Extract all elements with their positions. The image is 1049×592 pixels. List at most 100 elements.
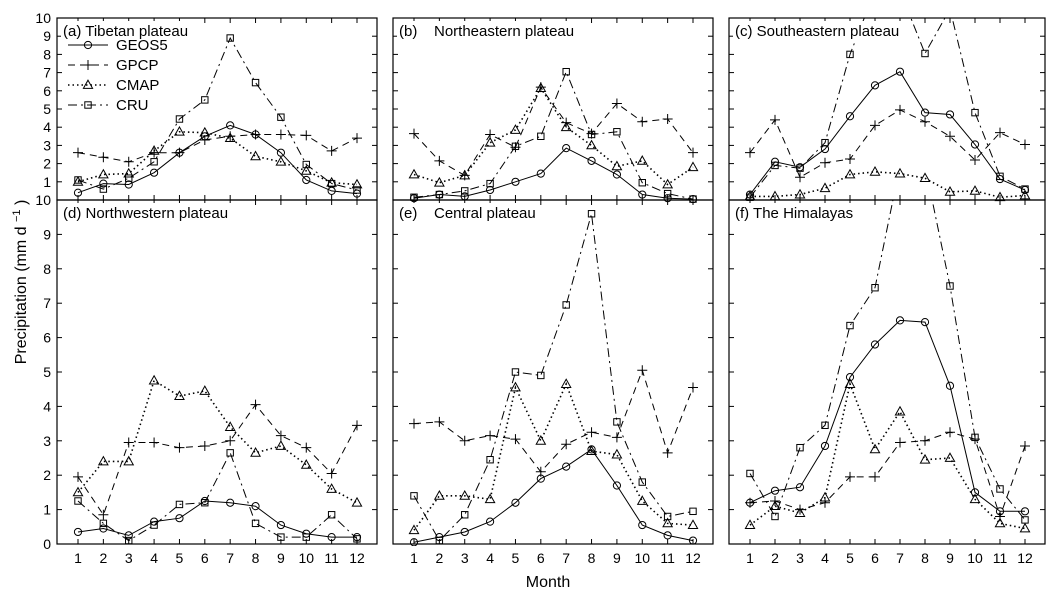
point-cru xyxy=(353,535,361,543)
point-cmap xyxy=(408,524,420,535)
point-cmap xyxy=(148,374,160,385)
panel-2: (b) Northeastern plateau xyxy=(392,17,714,204)
point-gpcp xyxy=(637,365,648,376)
point-gpcp xyxy=(688,382,698,393)
point-cmap xyxy=(1019,522,1031,533)
point-cru xyxy=(251,78,260,87)
point-geos5 xyxy=(149,168,159,177)
point-gpcp xyxy=(637,116,648,127)
point-cmap xyxy=(97,455,109,466)
panel-3: (c) Southeastern plateau xyxy=(728,6,1046,202)
point-cru xyxy=(947,6,953,12)
series-line-gpcp xyxy=(749,109,1026,179)
point-gpcp xyxy=(1020,139,1030,150)
point-cru xyxy=(511,142,520,151)
point-cmap xyxy=(944,452,956,462)
point-cru xyxy=(921,49,929,58)
point-gpcp xyxy=(98,152,109,163)
point-cru xyxy=(201,96,209,104)
point-geos5 xyxy=(302,175,311,185)
point-cmap xyxy=(662,517,674,528)
series-line-gpcp xyxy=(413,86,694,177)
point-gpcp xyxy=(770,114,780,125)
point-cmap xyxy=(636,155,648,165)
point-gpcp xyxy=(174,442,185,453)
point-gpcp xyxy=(535,466,546,477)
point-gpcp xyxy=(225,435,236,446)
point-geos5 xyxy=(1020,507,1030,516)
point-cmap xyxy=(769,500,781,511)
x-tick-label: 10 xyxy=(967,550,983,566)
y-tick-label: 2 xyxy=(43,467,51,483)
point-cmap xyxy=(969,185,981,195)
point-geos5 xyxy=(845,373,855,382)
y-tick-label: 4 xyxy=(43,119,51,135)
series-group xyxy=(408,210,699,546)
point-cmap xyxy=(844,378,856,388)
point-gpcp xyxy=(995,127,1005,138)
point-geos5 xyxy=(688,536,698,545)
point-cru xyxy=(251,519,260,528)
point-geos5 xyxy=(99,524,108,533)
point-cru xyxy=(846,50,854,59)
point-cru xyxy=(1021,185,1029,193)
point-geos5 xyxy=(175,514,184,523)
point-cmap xyxy=(275,440,287,450)
x-tick-label: 2 xyxy=(99,550,107,566)
point-cru xyxy=(996,172,1004,181)
point-geos5 xyxy=(511,498,520,507)
panel-title-bg xyxy=(397,21,579,40)
point-cmap xyxy=(123,455,135,466)
x-tick-label: 9 xyxy=(946,550,954,566)
point-cmap xyxy=(611,448,623,459)
legend-label: GPCP xyxy=(116,57,159,74)
point-geos5 xyxy=(251,502,260,511)
point-cru xyxy=(796,164,804,172)
point-cru xyxy=(302,160,310,169)
point-geos5 xyxy=(895,67,905,76)
point-cmap xyxy=(351,496,363,507)
point-cmap xyxy=(433,176,445,187)
point-cru xyxy=(537,371,545,380)
point-gpcp xyxy=(1020,440,1030,451)
x-tick-label: 8 xyxy=(921,550,929,566)
point-cru xyxy=(746,469,754,478)
point-gpcp xyxy=(275,430,286,441)
point-gpcp xyxy=(326,468,337,479)
point-gpcp xyxy=(510,434,521,445)
point-gpcp xyxy=(434,155,445,166)
point-cmap xyxy=(994,517,1006,528)
point-geos5 xyxy=(612,481,622,490)
legend-marker xyxy=(84,101,92,109)
point-cru xyxy=(302,533,310,541)
x-tick-label: 10 xyxy=(634,550,650,566)
series-line-geos5 xyxy=(77,500,357,538)
point-gpcp xyxy=(820,497,830,508)
point-cmap xyxy=(919,453,931,464)
series-line-cru xyxy=(413,70,694,200)
panel-title: (d) Northwestern plateau xyxy=(63,205,228,222)
point-cmap xyxy=(326,176,338,187)
y-tick-label: 10 xyxy=(35,10,51,26)
point-cmap xyxy=(72,486,84,497)
point-cmap xyxy=(199,385,211,395)
point-gpcp xyxy=(870,471,880,482)
point-cru xyxy=(150,158,158,166)
point-geos5 xyxy=(770,486,780,495)
y-axis-title-exponent: −1 xyxy=(11,209,23,222)
point-gpcp xyxy=(561,439,572,450)
point-cru xyxy=(175,500,184,509)
point-cru xyxy=(971,108,979,117)
point-cru xyxy=(435,536,444,545)
panel-title: (e) Central plateau xyxy=(399,205,536,222)
point-cmap xyxy=(969,493,981,504)
point-gpcp xyxy=(920,435,930,446)
legend-marker xyxy=(83,60,93,70)
point-cru xyxy=(201,499,209,507)
point-cru xyxy=(537,132,545,141)
point-cru xyxy=(461,187,469,195)
point-cmap xyxy=(535,82,547,92)
point-cmap xyxy=(819,491,831,502)
point-geos5 xyxy=(820,441,830,451)
